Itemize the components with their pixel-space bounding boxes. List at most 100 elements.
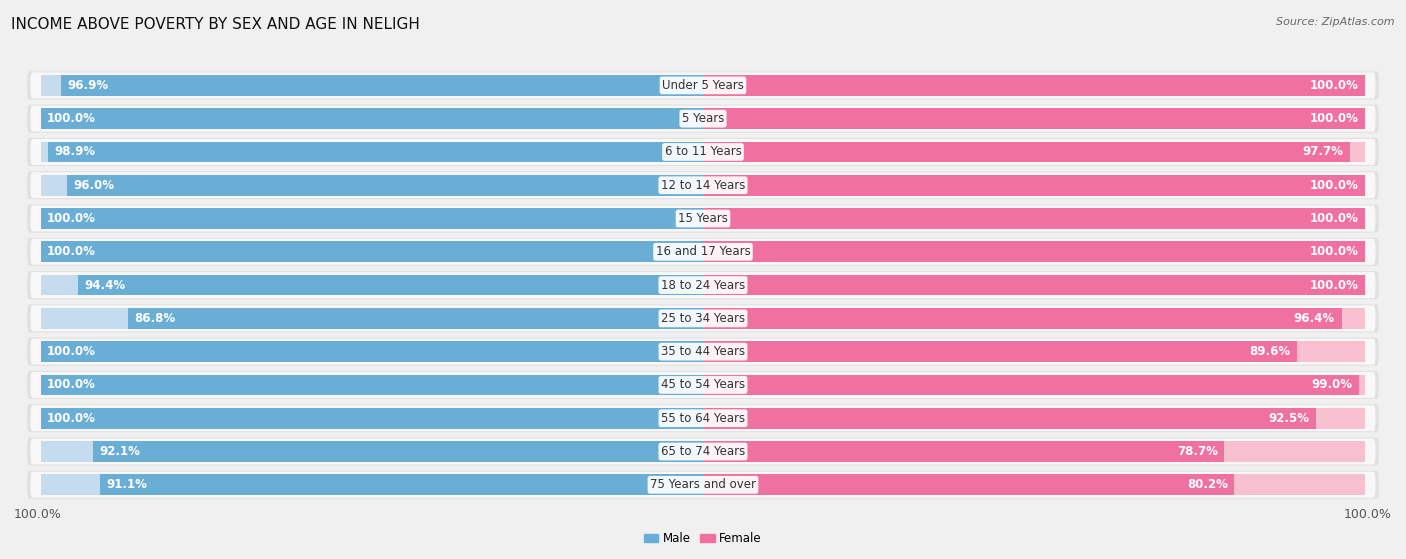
- Bar: [93, 441, 703, 462]
- Text: Source: ZipAtlas.com: Source: ZipAtlas.com: [1277, 17, 1395, 27]
- Bar: [703, 108, 1365, 129]
- Text: 100.0%: 100.0%: [48, 412, 96, 425]
- Bar: [703, 342, 1296, 362]
- Text: 96.9%: 96.9%: [67, 79, 108, 92]
- Text: 86.8%: 86.8%: [135, 312, 176, 325]
- Text: 45 to 54 Years: 45 to 54 Years: [661, 378, 745, 391]
- Text: 75 Years and over: 75 Years and over: [650, 479, 756, 491]
- Bar: [41, 108, 703, 129]
- Bar: [41, 308, 703, 329]
- Bar: [48, 141, 703, 162]
- Bar: [41, 108, 703, 129]
- FancyBboxPatch shape: [31, 106, 1375, 132]
- FancyBboxPatch shape: [31, 438, 1375, 465]
- Bar: [41, 141, 703, 162]
- FancyBboxPatch shape: [31, 239, 1375, 265]
- Bar: [703, 342, 1365, 362]
- Text: 5 Years: 5 Years: [682, 112, 724, 125]
- Bar: [703, 475, 1234, 495]
- Bar: [703, 308, 1341, 329]
- Bar: [41, 208, 703, 229]
- FancyBboxPatch shape: [31, 305, 1375, 331]
- FancyBboxPatch shape: [27, 371, 1379, 399]
- Bar: [703, 75, 1365, 96]
- Bar: [703, 208, 1365, 229]
- FancyBboxPatch shape: [27, 404, 1379, 432]
- FancyBboxPatch shape: [27, 305, 1379, 333]
- Text: 96.0%: 96.0%: [73, 179, 115, 192]
- Text: 55 to 64 Years: 55 to 64 Years: [661, 412, 745, 425]
- Text: 100.0%: 100.0%: [14, 508, 62, 521]
- FancyBboxPatch shape: [27, 205, 1379, 233]
- Bar: [703, 241, 1365, 262]
- FancyBboxPatch shape: [31, 405, 1375, 431]
- Bar: [703, 141, 1350, 162]
- FancyBboxPatch shape: [31, 372, 1375, 398]
- Bar: [41, 342, 703, 362]
- Bar: [703, 75, 1365, 96]
- Bar: [703, 175, 1365, 196]
- Text: 6 to 11 Years: 6 to 11 Years: [665, 145, 741, 158]
- Bar: [41, 208, 703, 229]
- Bar: [703, 208, 1365, 229]
- Bar: [703, 175, 1365, 196]
- FancyBboxPatch shape: [31, 339, 1375, 364]
- Bar: [41, 175, 703, 196]
- Bar: [703, 141, 1365, 162]
- FancyBboxPatch shape: [27, 138, 1379, 166]
- Bar: [703, 375, 1365, 395]
- Legend: Male, Female: Male, Female: [640, 527, 766, 549]
- Bar: [703, 275, 1365, 295]
- Text: 96.4%: 96.4%: [1294, 312, 1334, 325]
- Bar: [128, 308, 703, 329]
- Bar: [41, 475, 703, 495]
- FancyBboxPatch shape: [31, 139, 1375, 165]
- Bar: [703, 275, 1365, 295]
- FancyBboxPatch shape: [31, 73, 1375, 98]
- Text: 100.0%: 100.0%: [1310, 79, 1358, 92]
- Bar: [703, 375, 1358, 395]
- Text: 92.1%: 92.1%: [100, 445, 141, 458]
- Text: 100.0%: 100.0%: [48, 378, 96, 391]
- FancyBboxPatch shape: [27, 338, 1379, 366]
- Text: 65 to 74 Years: 65 to 74 Years: [661, 445, 745, 458]
- Text: 100.0%: 100.0%: [1310, 179, 1358, 192]
- FancyBboxPatch shape: [27, 171, 1379, 199]
- Text: 25 to 34 Years: 25 to 34 Years: [661, 312, 745, 325]
- Text: 100.0%: 100.0%: [48, 112, 96, 125]
- Bar: [41, 241, 703, 262]
- FancyBboxPatch shape: [31, 272, 1375, 298]
- Text: 16 and 17 Years: 16 and 17 Years: [655, 245, 751, 258]
- Bar: [703, 308, 1365, 329]
- Text: 80.2%: 80.2%: [1187, 479, 1227, 491]
- Bar: [41, 441, 703, 462]
- Bar: [41, 75, 703, 96]
- Bar: [60, 75, 703, 96]
- Text: 78.7%: 78.7%: [1177, 445, 1218, 458]
- FancyBboxPatch shape: [31, 472, 1375, 498]
- Text: 100.0%: 100.0%: [1310, 112, 1358, 125]
- Bar: [41, 342, 703, 362]
- FancyBboxPatch shape: [27, 72, 1379, 100]
- Text: 99.0%: 99.0%: [1312, 378, 1353, 391]
- Text: 91.1%: 91.1%: [105, 479, 148, 491]
- Text: 100.0%: 100.0%: [1310, 278, 1358, 292]
- Text: INCOME ABOVE POVERTY BY SEX AND AGE IN NELIGH: INCOME ABOVE POVERTY BY SEX AND AGE IN N…: [11, 17, 420, 32]
- Bar: [41, 375, 703, 395]
- FancyBboxPatch shape: [31, 206, 1375, 231]
- Bar: [41, 241, 703, 262]
- Text: 92.5%: 92.5%: [1268, 412, 1309, 425]
- FancyBboxPatch shape: [27, 438, 1379, 466]
- Text: 100.0%: 100.0%: [1344, 508, 1392, 521]
- Bar: [67, 175, 703, 196]
- Bar: [41, 408, 703, 429]
- Text: 18 to 24 Years: 18 to 24 Years: [661, 278, 745, 292]
- Text: 94.4%: 94.4%: [84, 278, 125, 292]
- Text: 100.0%: 100.0%: [48, 345, 96, 358]
- Text: 98.9%: 98.9%: [55, 145, 96, 158]
- Bar: [100, 475, 703, 495]
- Bar: [703, 408, 1365, 429]
- Bar: [703, 475, 1365, 495]
- FancyBboxPatch shape: [27, 105, 1379, 132]
- Bar: [703, 441, 1365, 462]
